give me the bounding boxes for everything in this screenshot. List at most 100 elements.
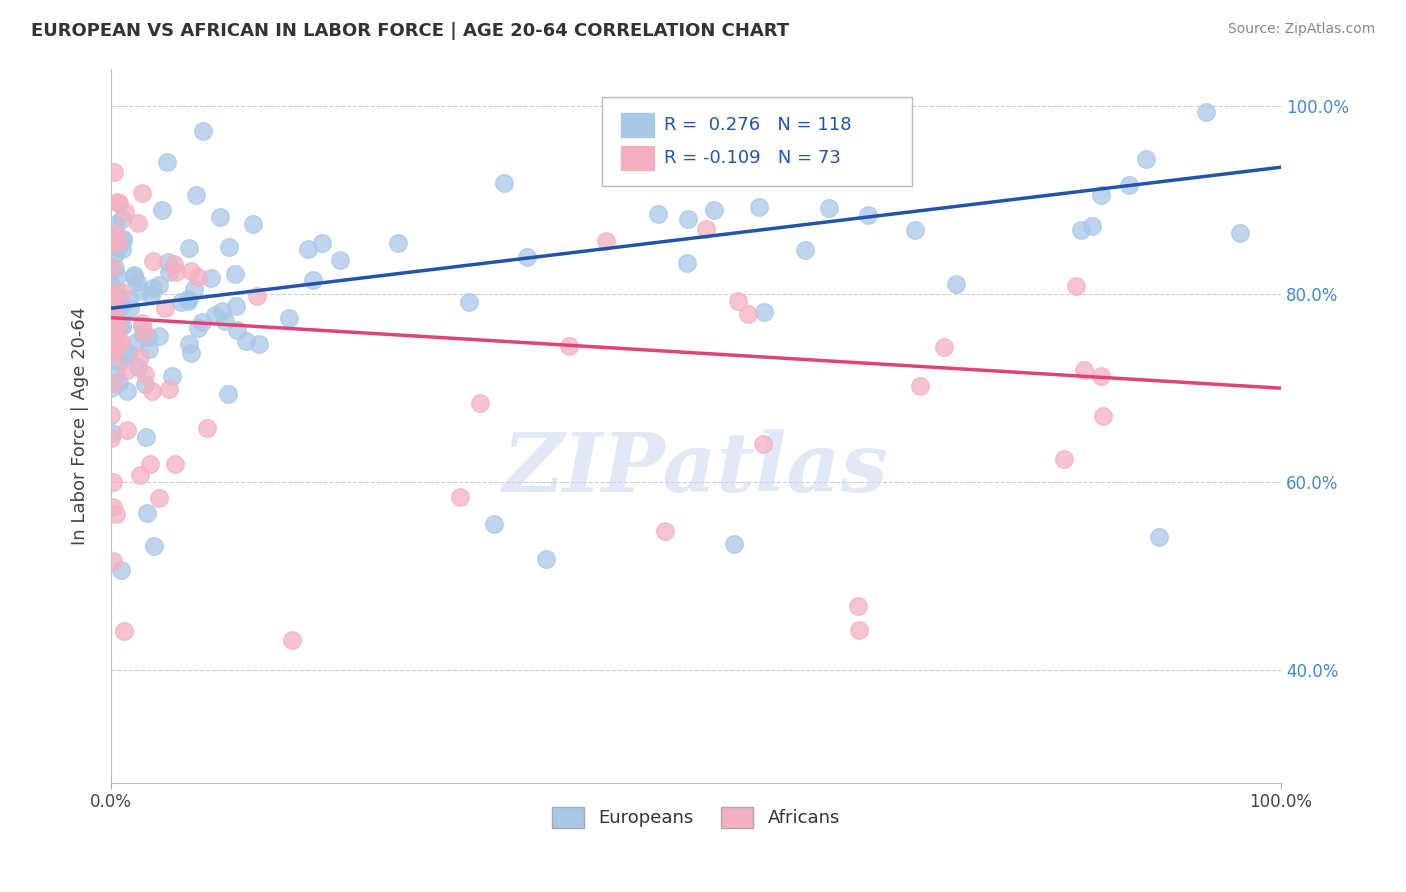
Point (211, 304, 233, 318)
Point (1070, 223, 1092, 237)
Point (654, 524, 676, 538)
Point (103, 315, 125, 329)
Point (111, 319, 134, 334)
Point (107, 241, 129, 255)
Point (204, 308, 226, 322)
Point (104, 217, 127, 231)
Point (122, 268, 145, 282)
Point (702, 203, 724, 218)
Point (100, 308, 122, 322)
Point (141, 288, 163, 302)
Point (793, 243, 815, 257)
Point (148, 278, 170, 293)
Point (1135, 153, 1157, 167)
Point (163, 257, 186, 271)
Point (101, 554, 124, 568)
Point (516, 250, 538, 264)
Point (148, 329, 170, 343)
Point (675, 256, 697, 270)
Point (595, 234, 617, 248)
Point (737, 307, 759, 321)
Point (101, 299, 124, 313)
Point (1091, 409, 1114, 423)
Point (104, 247, 127, 261)
Point (1053, 451, 1076, 466)
Point (557, 339, 579, 353)
Point (226, 323, 249, 337)
Point (105, 235, 128, 250)
Point (177, 241, 200, 255)
Point (118, 301, 141, 315)
Point (104, 260, 127, 275)
Point (101, 335, 124, 350)
Point (157, 254, 180, 268)
Point (105, 285, 128, 300)
Point (224, 267, 246, 281)
Point (482, 516, 505, 531)
Point (129, 468, 152, 483)
Point (129, 350, 152, 364)
Point (165, 458, 187, 472)
Point (281, 633, 304, 648)
Point (711, 169, 734, 183)
Point (134, 377, 156, 392)
Point (664, 153, 686, 168)
Point (754, 305, 776, 319)
Point (104, 295, 127, 310)
Point (180, 263, 202, 277)
Y-axis label: In Labor Force | Age 20-64: In Labor Force | Age 20-64 (72, 307, 89, 545)
Point (103, 293, 125, 307)
Point (945, 277, 967, 292)
Point (100, 286, 122, 301)
Point (136, 507, 159, 521)
Point (111, 285, 134, 299)
Point (179, 337, 201, 351)
Point (534, 552, 557, 566)
Point (132, 326, 155, 341)
Legend: Europeans, Africans: Europeans, Africans (544, 799, 848, 835)
Point (100, 315, 122, 329)
Point (115, 423, 138, 437)
Point (387, 236, 409, 251)
Point (104, 227, 127, 241)
Point (131, 316, 153, 330)
Text: R =  0.276   N = 118: R = 0.276 N = 118 (664, 116, 852, 134)
Point (111, 212, 134, 227)
Point (135, 430, 157, 444)
Text: ZIPatlas: ZIPatlas (503, 429, 889, 508)
Point (195, 421, 218, 435)
Point (706, 112, 728, 126)
Text: Source: ZipAtlas.com: Source: ZipAtlas.com (1227, 22, 1375, 37)
Point (458, 295, 481, 310)
Point (191, 124, 214, 138)
Point (110, 335, 132, 350)
Point (138, 342, 160, 356)
Point (747, 201, 769, 215)
Point (1073, 362, 1095, 376)
Point (122, 270, 145, 285)
Point (100, 338, 122, 352)
Point (157, 382, 180, 396)
Point (142, 254, 165, 268)
Point (131, 319, 153, 334)
Point (301, 272, 323, 286)
Point (676, 211, 699, 226)
Point (177, 293, 200, 308)
Point (105, 268, 128, 283)
Point (150, 202, 173, 217)
Point (1195, 104, 1218, 119)
Point (492, 176, 515, 190)
Point (103, 500, 125, 514)
Point (183, 282, 205, 296)
Point (165, 265, 187, 279)
Bar (620, 145, 655, 170)
Text: R = -0.109   N = 73: R = -0.109 N = 73 (664, 149, 841, 167)
Point (100, 381, 122, 395)
Point (468, 396, 491, 410)
Point (142, 281, 165, 295)
Point (156, 155, 179, 169)
Point (112, 624, 135, 639)
Point (107, 194, 129, 209)
Point (214, 314, 236, 328)
Point (200, 270, 222, 285)
